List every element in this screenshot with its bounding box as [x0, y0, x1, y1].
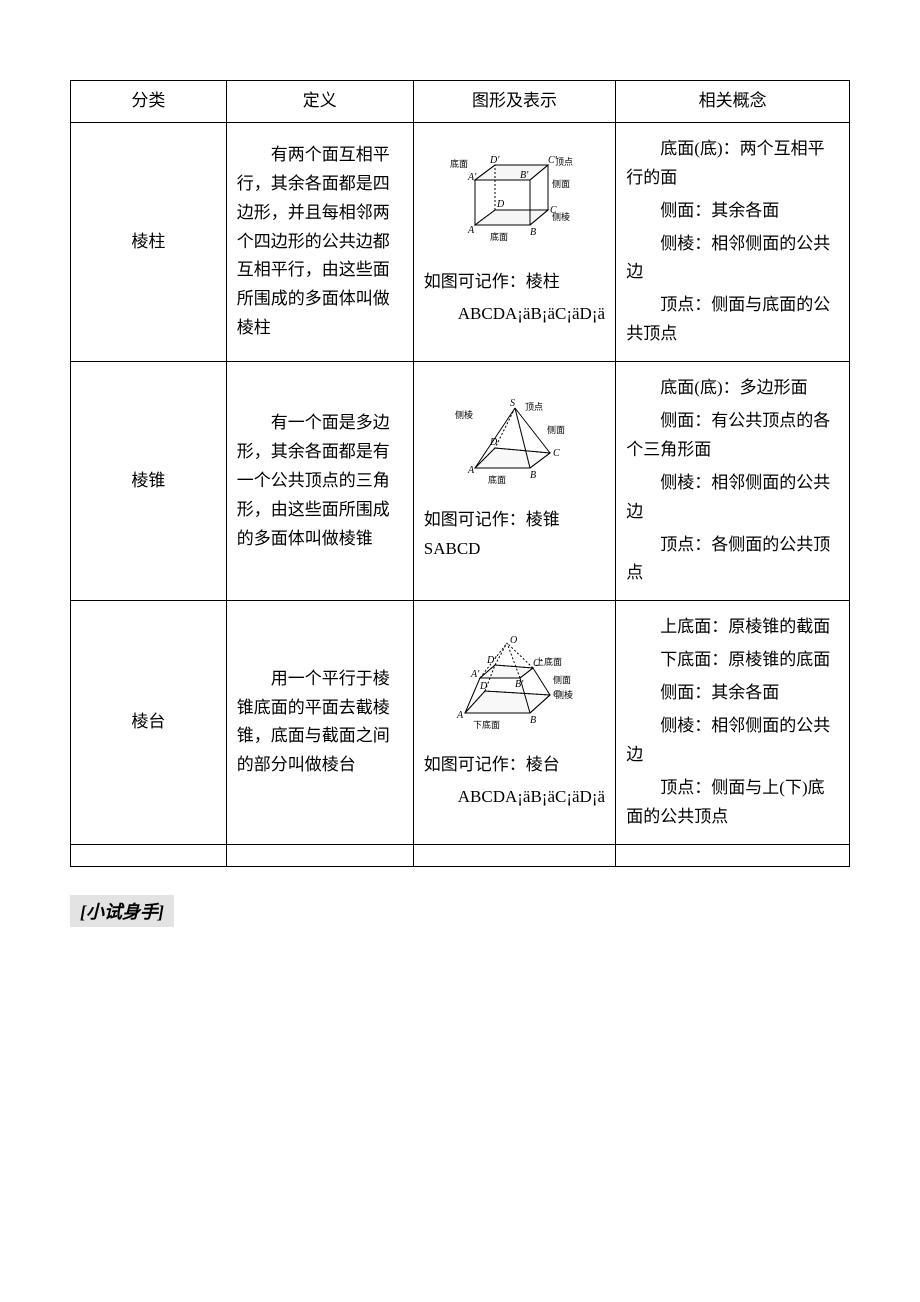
concept-item: 底面(底)：多边形面	[626, 374, 839, 403]
concept-item: 侧面：有公共顶点的各个三角形面	[626, 407, 839, 465]
svg-text:底面: 底面	[490, 231, 508, 242]
svg-text:C': C'	[548, 155, 558, 166]
svg-text:C: C	[553, 689, 560, 700]
category-frustum: 棱台	[71, 601, 227, 844]
concept-item: 侧面：其余各面	[626, 197, 839, 226]
svg-text:A: A	[467, 465, 475, 476]
footer-label: [小试身手]	[70, 895, 174, 927]
svg-text:侧棱: 侧棱	[455, 409, 473, 420]
pyramid-diagram: 侧棱 顶点 侧面 底面 S A B C D	[424, 398, 606, 498]
header-figure: 图形及表示	[413, 81, 616, 123]
concept-item: 下底面：原棱锥的底面	[626, 646, 839, 675]
category-pyramid: 棱锥	[71, 362, 227, 601]
frustum-diagram: O 上底面 侧面 侧棱 下底面 A' B' C' D' A B C D	[424, 633, 606, 743]
svg-text:顶点: 顶点	[555, 157, 573, 167]
concept-item: 底面(底)：两个互相平行的面	[626, 135, 839, 193]
table-header-row: 分类 定义 图形及表示 相关概念	[71, 81, 850, 123]
svg-text:C: C	[553, 448, 560, 459]
concept-item: 顶点：侧面与底面的公共顶点	[626, 291, 839, 349]
svg-text:D': D'	[489, 155, 500, 166]
category-prism: 棱柱	[71, 122, 227, 361]
prism-caption-1: 如图可记作：棱柱	[424, 268, 606, 297]
definition-prism: 有两个面互相平行，其余各面都是四边形，并且每相邻两个四边形的公共边都互相平行，由…	[237, 141, 403, 343]
svg-text:底面: 底面	[450, 158, 468, 169]
prism-diagram: 底面 顶点 侧面 侧棱 底面 D' A' B' C' A B C D	[424, 155, 606, 260]
svg-text:B: B	[530, 715, 536, 726]
svg-text:C': C'	[533, 658, 543, 669]
svg-text:C: C	[550, 205, 557, 216]
svg-text:下底面: 下底面	[473, 719, 500, 730]
prism-concepts: 底面(底)：两个互相平行的面 侧面：其余各面 侧棱：相邻侧面的公共边 顶点：侧面…	[626, 135, 839, 349]
svg-text:D: D	[479, 681, 488, 692]
concept-item: 顶点：各侧面的公共顶点	[626, 531, 839, 589]
svg-text:B: B	[530, 227, 536, 238]
svg-text:B': B'	[515, 679, 524, 690]
pyramid-caption-1: 如图可记作：棱锥 SABCD	[424, 506, 606, 564]
concept-item: 顶点：侧面与上(下)底面的公共顶点	[626, 774, 839, 832]
header-definition: 定义	[226, 81, 413, 123]
header-category: 分类	[71, 81, 227, 123]
svg-text:S: S	[510, 398, 515, 409]
svg-text:A': A'	[470, 669, 480, 680]
table-empty-row	[71, 844, 850, 866]
header-concepts: 相关概念	[616, 81, 850, 123]
concept-item: 侧棱：相邻侧面的公共边	[626, 230, 839, 288]
svg-text:B: B	[530, 470, 536, 481]
polyhedra-table: 分类 定义 图形及表示 相关概念 棱柱 有两个面互相平行，其余各面都是四边形，并…	[70, 80, 850, 867]
svg-text:侧面: 侧面	[553, 674, 571, 685]
concept-item: 侧棱：相邻侧面的公共边	[626, 712, 839, 770]
frustum-concepts: 上底面：原棱锥的截面 下底面：原棱锥的底面 侧面：其余各面 侧棱：相邻侧面的公共…	[626, 613, 839, 831]
svg-text:顶点: 顶点	[525, 402, 543, 412]
svg-text:D': D'	[486, 655, 497, 666]
concept-item: 侧棱：相邻侧面的公共边	[626, 469, 839, 527]
svg-text:A: A	[467, 225, 475, 236]
table-row: 棱柱 有两个面互相平行，其余各面都是四边形，并且每相邻两个四边形的公共边都互相平…	[71, 122, 850, 361]
table-row: 棱台 用一个平行于棱锥底面的平面去截棱锥，底面与截面之间的部分叫做棱台	[71, 601, 850, 844]
svg-text:D: D	[496, 199, 505, 210]
frustum-caption-1: 如图可记作：棱台	[424, 751, 606, 780]
frustum-caption-2: ABCDA¡äB¡äC¡äD¡ä	[424, 783, 606, 812]
svg-text:D: D	[489, 437, 498, 448]
svg-text:O: O	[510, 635, 517, 646]
svg-text:侧面: 侧面	[547, 424, 565, 435]
definition-pyramid: 有一个面是多边形，其余各面都是有一个公共顶点的三角形，由这些面所围成的多面体叫做…	[237, 409, 403, 553]
svg-text:A': A'	[467, 172, 477, 183]
concept-item: 侧面：其余各面	[626, 679, 839, 708]
svg-text:A: A	[456, 710, 464, 721]
svg-text:侧面: 侧面	[552, 178, 570, 189]
concept-item: 上底面：原棱锥的截面	[626, 613, 839, 642]
svg-text:底面: 底面	[488, 474, 506, 485]
svg-text:B': B'	[520, 170, 529, 181]
definition-frustum: 用一个平行于棱锥底面的平面去截棱锥，底面与截面之间的部分叫做棱台	[237, 665, 403, 781]
prism-caption-2: ABCDA¡äB¡äC¡äD¡ä	[424, 300, 606, 329]
table-row: 棱锥 有一个面是多边形，其余各面都是有一个公共顶点的三角形，由这些面所围成的多面…	[71, 362, 850, 601]
pyramid-concepts: 底面(底)：多边形面 侧面：有公共顶点的各个三角形面 侧棱：相邻侧面的公共边 顶…	[626, 374, 839, 588]
